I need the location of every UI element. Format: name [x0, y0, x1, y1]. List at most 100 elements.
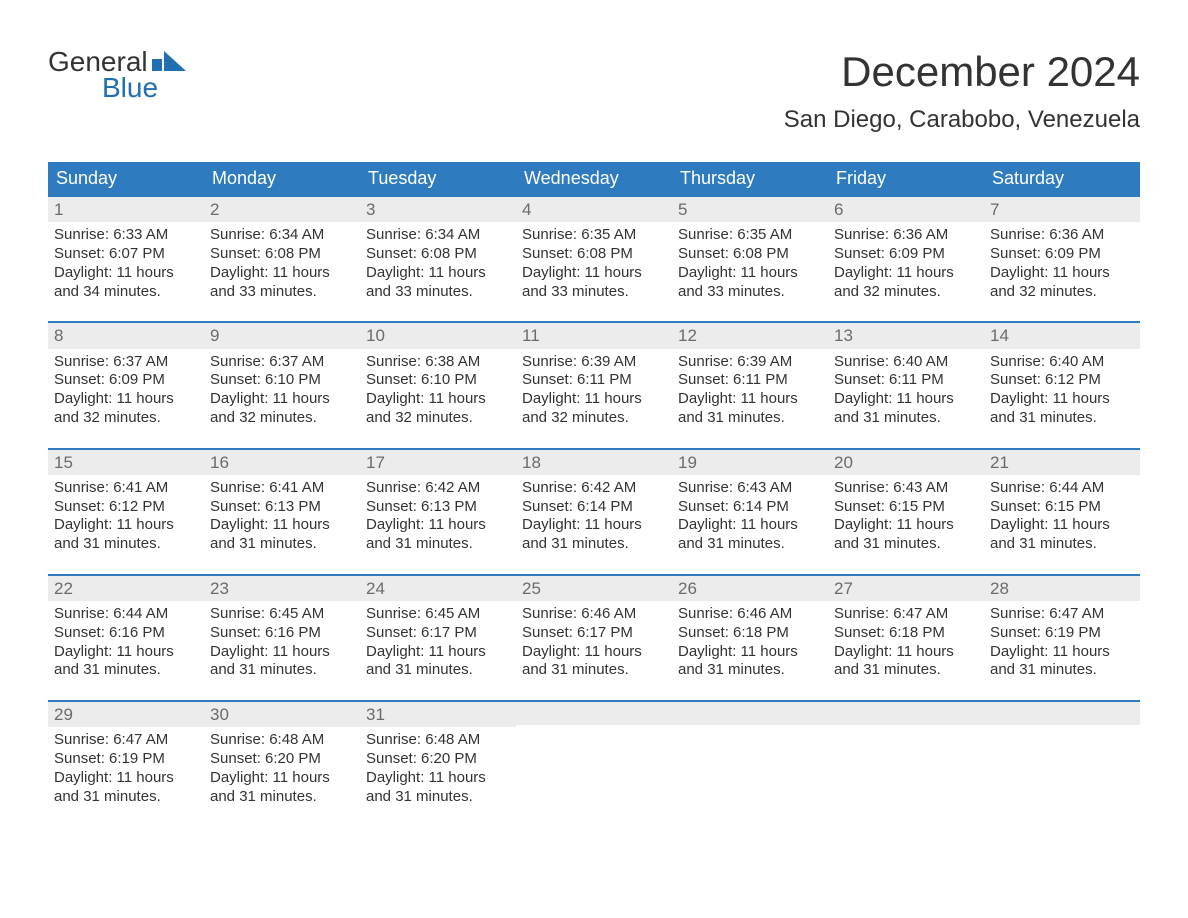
day-cell: 6Sunrise: 6:36 AMSunset: 6:09 PMDaylight…: [828, 197, 984, 307]
sunrise-text: Sunrise: 6:42 AM: [522, 479, 666, 498]
daylight-text: and 31 minutes.: [990, 535, 1134, 554]
daylight-text: and 31 minutes.: [54, 788, 198, 807]
daylight-text: and 31 minutes.: [678, 535, 822, 554]
day-cell: 2Sunrise: 6:34 AMSunset: 6:08 PMDaylight…: [204, 197, 360, 307]
sunset-text: Sunset: 6:17 PM: [366, 624, 510, 643]
sunrise-text: Sunrise: 6:38 AM: [366, 353, 510, 372]
day-number: 14: [984, 323, 1140, 348]
week-row: 29Sunrise: 6:47 AMSunset: 6:19 PMDayligh…: [48, 700, 1140, 812]
daylight-text: Daylight: 11 hours: [210, 264, 354, 283]
day-number: 24: [360, 576, 516, 601]
day-number: 19: [672, 450, 828, 475]
day-number: 20: [828, 450, 984, 475]
sunset-text: Sunset: 6:09 PM: [834, 245, 978, 264]
sunset-text: Sunset: 6:14 PM: [678, 498, 822, 517]
day-cell: 16Sunrise: 6:41 AMSunset: 6:13 PMDayligh…: [204, 450, 360, 560]
sunset-text: Sunset: 6:07 PM: [54, 245, 198, 264]
sunset-text: Sunset: 6:16 PM: [54, 624, 198, 643]
sunset-text: Sunset: 6:20 PM: [210, 750, 354, 769]
daylight-text: Daylight: 11 hours: [210, 390, 354, 409]
daylight-text: and 33 minutes.: [366, 283, 510, 302]
sunset-text: Sunset: 6:08 PM: [366, 245, 510, 264]
day-number: 11: [516, 323, 672, 348]
week-row: 22Sunrise: 6:44 AMSunset: 6:16 PMDayligh…: [48, 574, 1140, 686]
daylight-text: Daylight: 11 hours: [54, 264, 198, 283]
day-number: 12: [672, 323, 828, 348]
day-cell: 13Sunrise: 6:40 AMSunset: 6:11 PMDayligh…: [828, 323, 984, 433]
sunset-text: Sunset: 6:19 PM: [54, 750, 198, 769]
daylight-text: Daylight: 11 hours: [366, 390, 510, 409]
sunrise-text: Sunrise: 6:34 AM: [366, 226, 510, 245]
daylight-text: Daylight: 11 hours: [54, 516, 198, 535]
day-number: 22: [48, 576, 204, 601]
daylight-text: and 32 minutes.: [54, 409, 198, 428]
daylight-text: Daylight: 11 hours: [678, 264, 822, 283]
daylight-text: and 31 minutes.: [990, 661, 1134, 680]
sunrise-text: Sunrise: 6:40 AM: [834, 353, 978, 372]
dow-cell: Wednesday: [516, 162, 672, 195]
day-cell: 5Sunrise: 6:35 AMSunset: 6:08 PMDaylight…: [672, 197, 828, 307]
day-number: 15: [48, 450, 204, 475]
daylight-text: and 33 minutes.: [210, 283, 354, 302]
daylight-text: and 31 minutes.: [210, 535, 354, 554]
day-cell: [672, 702, 828, 812]
daylight-text: Daylight: 11 hours: [522, 516, 666, 535]
day-cell: [828, 702, 984, 812]
page-header: General Blue December 2024 San Diego, Ca…: [48, 48, 1140, 134]
sunrise-text: Sunrise: 6:46 AM: [678, 605, 822, 624]
day-cell: 18Sunrise: 6:42 AMSunset: 6:14 PMDayligh…: [516, 450, 672, 560]
day-number: 23: [204, 576, 360, 601]
month-title: December 2024: [784, 48, 1140, 96]
location-text: San Diego, Carabobo, Venezuela: [784, 106, 1140, 134]
day-number: [828, 702, 984, 725]
day-cell: 20Sunrise: 6:43 AMSunset: 6:15 PMDayligh…: [828, 450, 984, 560]
sunset-text: Sunset: 6:14 PM: [522, 498, 666, 517]
daylight-text: and 32 minutes.: [366, 409, 510, 428]
day-cell: [516, 702, 672, 812]
sunset-text: Sunset: 6:13 PM: [210, 498, 354, 517]
day-cell: 31Sunrise: 6:48 AMSunset: 6:20 PMDayligh…: [360, 702, 516, 812]
day-cell: 22Sunrise: 6:44 AMSunset: 6:16 PMDayligh…: [48, 576, 204, 686]
sunrise-text: Sunrise: 6:39 AM: [522, 353, 666, 372]
daylight-text: and 31 minutes.: [834, 535, 978, 554]
day-cell: 29Sunrise: 6:47 AMSunset: 6:19 PMDayligh…: [48, 702, 204, 812]
day-number: 10: [360, 323, 516, 348]
day-number: 21: [984, 450, 1140, 475]
sunrise-text: Sunrise: 6:46 AM: [522, 605, 666, 624]
daylight-text: and 31 minutes.: [834, 409, 978, 428]
brand-word-2: Blue: [102, 74, 186, 102]
sunset-text: Sunset: 6:13 PM: [366, 498, 510, 517]
daylight-text: and 31 minutes.: [366, 661, 510, 680]
daylight-text: and 32 minutes.: [990, 283, 1134, 302]
sunrise-text: Sunrise: 6:37 AM: [54, 353, 198, 372]
sunset-text: Sunset: 6:18 PM: [834, 624, 978, 643]
day-number: 27: [828, 576, 984, 601]
sunrise-text: Sunrise: 6:37 AM: [210, 353, 354, 372]
daylight-text: Daylight: 11 hours: [54, 769, 198, 788]
daylight-text: Daylight: 11 hours: [210, 516, 354, 535]
dow-cell: Friday: [828, 162, 984, 195]
dow-cell: Monday: [204, 162, 360, 195]
daylight-text: Daylight: 11 hours: [522, 264, 666, 283]
day-cell: 17Sunrise: 6:42 AMSunset: 6:13 PMDayligh…: [360, 450, 516, 560]
sunset-text: Sunset: 6:09 PM: [54, 371, 198, 390]
day-cell: 7Sunrise: 6:36 AMSunset: 6:09 PMDaylight…: [984, 197, 1140, 307]
sunrise-text: Sunrise: 6:47 AM: [990, 605, 1134, 624]
daylight-text: Daylight: 11 hours: [990, 643, 1134, 662]
dow-cell: Saturday: [984, 162, 1140, 195]
sunset-text: Sunset: 6:11 PM: [522, 371, 666, 390]
day-number: 17: [360, 450, 516, 475]
sunset-text: Sunset: 6:10 PM: [210, 371, 354, 390]
day-cell: 11Sunrise: 6:39 AMSunset: 6:11 PMDayligh…: [516, 323, 672, 433]
day-number: 3: [360, 197, 516, 222]
daylight-text: and 31 minutes.: [834, 661, 978, 680]
day-cell: 15Sunrise: 6:41 AMSunset: 6:12 PMDayligh…: [48, 450, 204, 560]
day-cell: 21Sunrise: 6:44 AMSunset: 6:15 PMDayligh…: [984, 450, 1140, 560]
day-cell: 3Sunrise: 6:34 AMSunset: 6:08 PMDaylight…: [360, 197, 516, 307]
day-cell: 9Sunrise: 6:37 AMSunset: 6:10 PMDaylight…: [204, 323, 360, 433]
daylight-text: Daylight: 11 hours: [834, 516, 978, 535]
day-cell: 28Sunrise: 6:47 AMSunset: 6:19 PMDayligh…: [984, 576, 1140, 686]
day-cell: 12Sunrise: 6:39 AMSunset: 6:11 PMDayligh…: [672, 323, 828, 433]
dow-cell: Thursday: [672, 162, 828, 195]
day-number: 5: [672, 197, 828, 222]
